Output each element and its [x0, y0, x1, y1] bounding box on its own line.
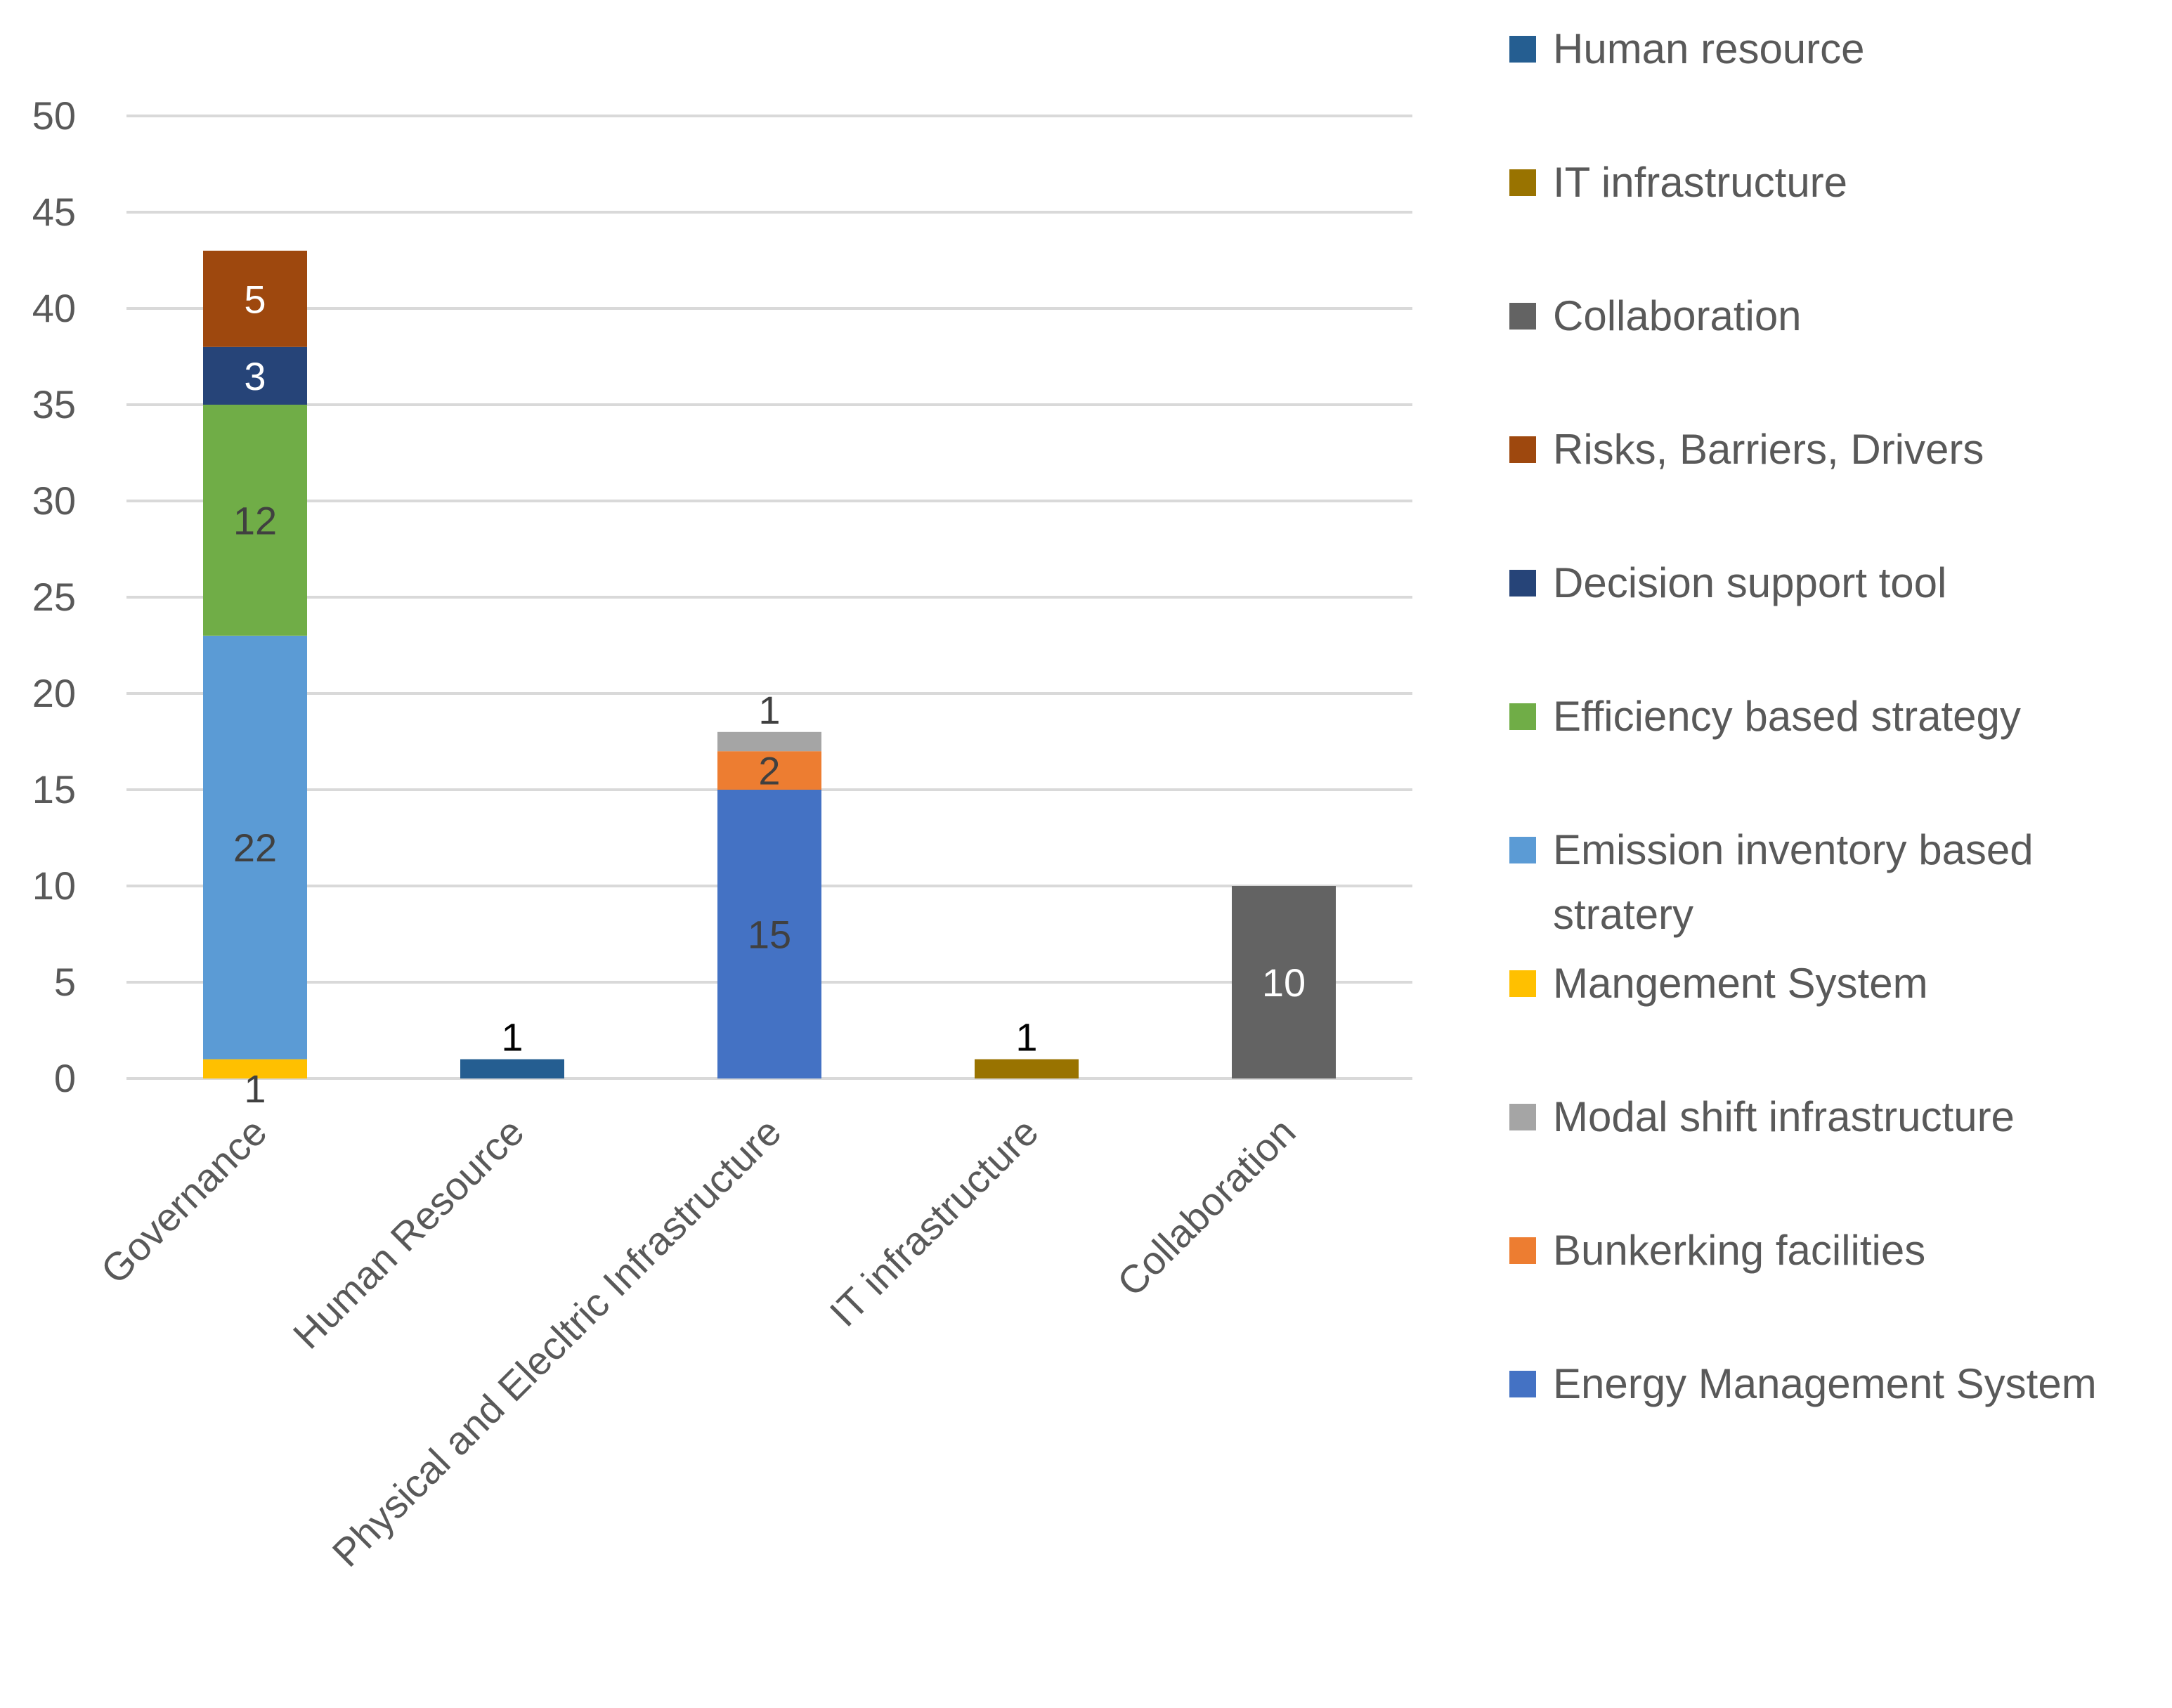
bar-segment-it-infrastructure: [975, 1059, 1079, 1078]
y-tick-label: 45: [32, 190, 76, 234]
data-label: 10: [1262, 960, 1306, 1005]
bar-segment-mangement-system: [203, 1059, 307, 1078]
bar-segment-collaboration: [1232, 886, 1336, 1078]
legend-swatch: [1509, 436, 1536, 463]
x-tick-label: Human Resource: [285, 1109, 533, 1357]
legend-item-efficiency-based-strategy: Efficiency based strategy: [1509, 693, 2021, 740]
x-tick-label: Collaboration: [1109, 1109, 1304, 1305]
bar-segment-bunkerking-facilities: [717, 751, 821, 790]
legend-swatch: [1509, 970, 1536, 997]
legend-item-modal-shift-infrastructure: Modal shift infrastructure: [1509, 1093, 2015, 1140]
data-label: 22: [233, 826, 277, 870]
legend-item-risks-barriers-drivers: Risks, Barriers, Drivers: [1509, 426, 1984, 473]
bar-segment-energy-management-system: [717, 790, 821, 1078]
data-label: 1: [244, 1067, 266, 1111]
y-tick-label: 30: [32, 478, 76, 523]
data-label: 1: [501, 1015, 523, 1060]
legend-swatch: [1509, 570, 1536, 597]
data-label: 15: [748, 913, 791, 957]
gridlines: [126, 115, 1412, 1080]
legend-label: Efficiency based strategy: [1553, 693, 2021, 740]
legend-label: Decision support tool: [1553, 559, 1946, 606]
data-label: 5: [244, 277, 266, 321]
bar-segment-human-resource: [460, 1059, 564, 1078]
data-label: 2: [758, 749, 780, 793]
y-tick-label: 15: [32, 767, 76, 811]
y-tick-label: 5: [54, 960, 76, 1004]
legend-label: Bunkerking facilities: [1553, 1227, 1925, 1274]
data-label: 1: [758, 688, 780, 732]
legend-label: Collaboration: [1553, 292, 1802, 339]
y-tick-label: 10: [32, 863, 76, 908]
y-tick-label: 35: [32, 382, 76, 426]
bars: [203, 250, 1336, 1078]
legend-swatch: [1509, 303, 1536, 330]
legend: Human resource IT infrastructure Collabora…: [1509, 25, 2097, 1407]
legend-swatch: [1509, 36, 1536, 63]
legend-item-bunkerking-facilities: Bunkerking facilities: [1509, 1227, 1925, 1274]
legend-label: Risks, Barriers, Drivers: [1553, 426, 1984, 473]
data-label: 3: [244, 354, 266, 398]
legend-item-collaboration: Collaboration: [1509, 292, 1802, 339]
bar-segment-risks-barriers-drivers: [203, 250, 307, 347]
y-tick-label: 25: [32, 575, 76, 619]
legend-label: Emission inventory based stratery: [1553, 826, 2034, 938]
y-tick-label: 40: [32, 286, 76, 330]
y-tick-label: 50: [32, 93, 76, 138]
legend-swatch: [1509, 837, 1536, 863]
legend-label: Energy Management System: [1553, 1360, 2097, 1407]
legend-swatch: [1509, 169, 1536, 196]
data-labels: 1 22 12 3 5 1 15 2 1 1 10: [233, 277, 1306, 1111]
legend-label: Mangement System: [1553, 960, 1928, 1007]
legend-item-human-resource: Human resource: [1509, 25, 1865, 72]
y-tick-label: 20: [32, 671, 76, 715]
legend-item-mangement-system: Mangement System: [1509, 960, 1928, 1007]
legend-swatch: [1509, 1237, 1536, 1264]
y-axis-ticks: 0 5 10 15 20 25 30 35 40 45 50: [32, 93, 76, 1100]
y-tick-label: 0: [54, 1056, 76, 1100]
bar-segment-modal-shift-infrastructure: [717, 731, 821, 752]
x-tick-label: Physical and Elecltric Infrastructure: [324, 1109, 790, 1575]
legend-label: Human resource: [1553, 25, 1865, 72]
legend-label: IT infrastructure: [1553, 159, 1847, 206]
legend-swatch: [1509, 703, 1536, 730]
legend-label: Modal shift infrastructure: [1553, 1093, 2015, 1140]
legend-item-decision-support-tool: Decision support tool: [1509, 559, 1946, 606]
data-label: 1: [1015, 1015, 1037, 1060]
x-tick-label: IT infrastructure: [821, 1109, 1046, 1335]
legend-item-energy-management-system: Energy Management System: [1509, 1360, 2097, 1407]
data-label: 12: [233, 498, 277, 542]
legend-item-emission-inventory-based-stratery: Emission inventory based stratery: [1509, 826, 2034, 938]
bar-segment-decision-support-tool: [203, 346, 307, 405]
legend-swatch: [1509, 1104, 1536, 1130]
x-tick-label: Governance: [92, 1109, 275, 1292]
bar-segment-emission-inventory-based-stratery: [203, 635, 307, 1060]
bar-segment-efficiency-based-strategy: [203, 405, 307, 636]
legend-swatch: [1509, 1371, 1536, 1397]
legend-item-it-infrastructure: IT infrastructure: [1509, 159, 1847, 206]
